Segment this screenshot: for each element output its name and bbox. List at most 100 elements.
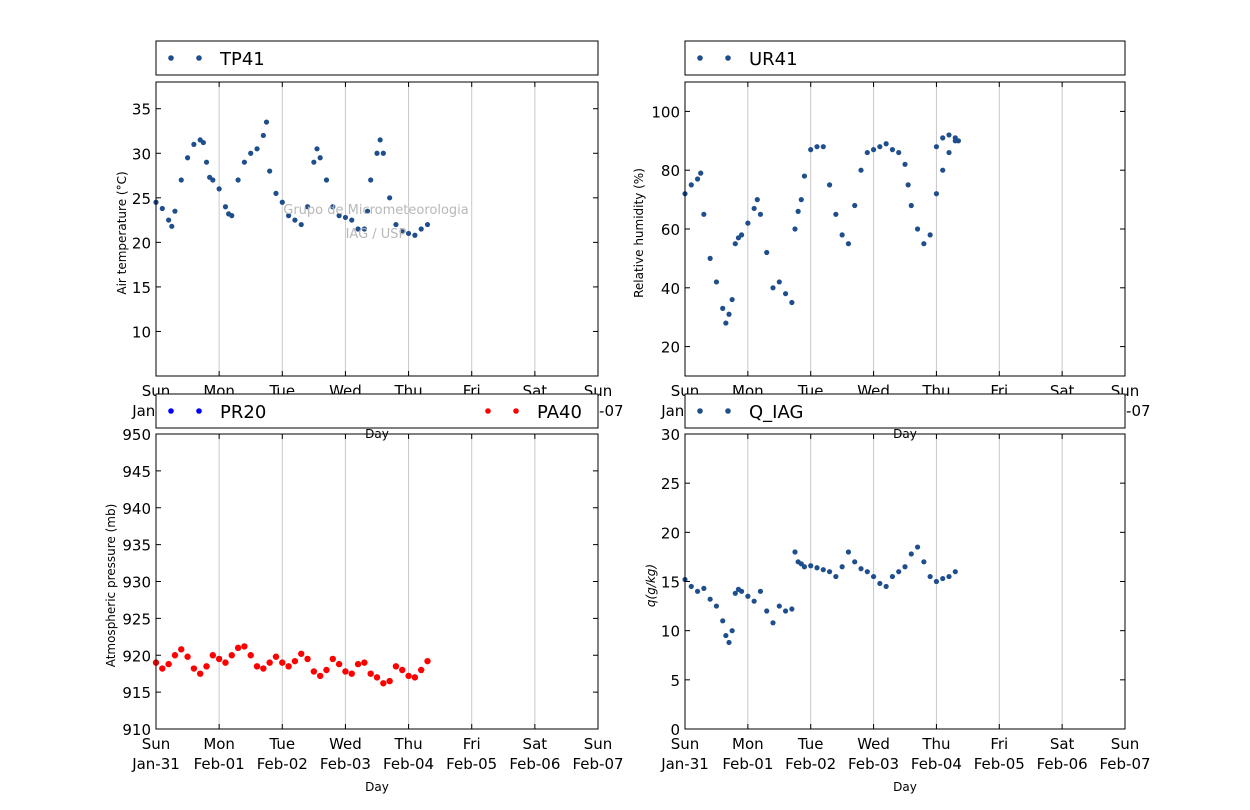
data-point [361, 226, 367, 232]
data-point [782, 608, 789, 614]
x-tick-label-day: Sat [1050, 735, 1075, 753]
legend-marker [168, 55, 174, 61]
legend: PR20 PA40 [155, 393, 599, 429]
data-point [273, 190, 279, 196]
legend-label: Q_IAG [749, 402, 803, 423]
data-point [247, 652, 254, 659]
y-tick-label: 950 [122, 426, 151, 444]
chart-panel-4: 0 5 10 15 20 25 30 Sun Jan-31 Mon Feb-01 Tue Feb-02 W… [644, 426, 1151, 794]
data-point [323, 177, 330, 183]
data-point [311, 159, 317, 165]
data-point [336, 213, 342, 219]
data-point [764, 608, 770, 614]
legend-marker [697, 55, 703, 61]
data-point [184, 155, 191, 161]
x-tick-label-day: Sun [1111, 735, 1140, 753]
data-point [770, 620, 776, 626]
data-point [732, 590, 738, 596]
data-point [757, 588, 764, 594]
data-point [877, 580, 883, 587]
data-point [418, 226, 424, 232]
x-tick-label-day: Sat [523, 735, 548, 753]
x-tick-label-date: Feb-03 [848, 755, 899, 773]
data-point [279, 199, 285, 205]
x-tick-label-day: Wed [329, 735, 362, 753]
data-point [330, 204, 336, 210]
data-point [197, 670, 204, 677]
data-point [729, 296, 735, 303]
data-point [896, 149, 902, 156]
x-tick-label-day: Fri [463, 735, 481, 753]
data-point [955, 138, 962, 144]
y-tick-label: 25 [132, 190, 151, 208]
data-point [411, 674, 419, 681]
y-tick-label: 15 [661, 574, 680, 592]
data-point [272, 653, 280, 660]
data-point [178, 177, 184, 183]
y-tick-label: 10 [132, 323, 151, 341]
data-point [946, 149, 952, 156]
data-point [166, 217, 172, 223]
x-tick-label-day: Wed [857, 735, 890, 753]
y-tick-label: 30 [132, 145, 151, 163]
data-point [801, 173, 808, 179]
data-point [354, 660, 362, 668]
data-point [216, 186, 222, 192]
data-point [694, 176, 701, 182]
data-point [745, 593, 751, 599]
plot-frame [684, 433, 1126, 730]
x-tick-label-day: Sun [584, 735, 613, 753]
y-tick-label: 930 [122, 574, 151, 592]
data-point [292, 217, 298, 223]
data-point [169, 223, 175, 229]
data-point [253, 663, 261, 670]
watermark: Grupo de Micrometeorologia IAG / USP [283, 203, 469, 242]
x-tick-label-date: Jan-31 [660, 755, 709, 773]
data-point [877, 144, 883, 150]
data-point [908, 551, 914, 557]
data-point [335, 660, 343, 668]
data-point [946, 573, 952, 580]
legend-marker [725, 408, 731, 414]
series-PA40 [152, 643, 431, 687]
data-point [889, 573, 896, 580]
data-point [203, 159, 210, 165]
data-point [263, 119, 270, 125]
y-axis-label: q(g/kg) [644, 564, 658, 607]
y-tick-label: 910 [122, 721, 151, 739]
data-point [792, 549, 798, 555]
x-tick-label-date: Feb-02 [257, 755, 308, 773]
data-point [921, 241, 927, 247]
data-point [883, 141, 889, 147]
data-point [316, 672, 324, 680]
legend-marker [697, 408, 703, 414]
y-tick-label: 0 [670, 721, 680, 739]
chart-panel-3: 910 915 920 925 930 935 940 945 950 Sun Jan-31 Mon F… [104, 426, 624, 794]
data-point [304, 204, 311, 210]
legend-marker [513, 408, 519, 414]
data-point [905, 182, 911, 188]
data-point [342, 668, 349, 675]
data-point [745, 220, 751, 226]
data-point [412, 232, 418, 238]
x-tick-label-date: Feb-06 [509, 755, 560, 773]
data-point [729, 628, 735, 634]
data-point [707, 596, 713, 602]
x-tick-label-date: Feb-06 [1037, 755, 1088, 773]
data-point [814, 565, 820, 571]
data-point [298, 221, 304, 228]
x-tick-label-date: Feb-05 [446, 755, 497, 773]
data-point [789, 299, 795, 306]
data-point [858, 167, 864, 173]
plot-frame [684, 81, 1126, 377]
data-point [190, 665, 198, 672]
data-point [839, 232, 845, 238]
data-point [940, 135, 946, 141]
data-point [260, 665, 267, 672]
data-point [820, 144, 826, 150]
data-point [927, 573, 933, 580]
data-point [380, 680, 387, 687]
data-point [738, 232, 745, 238]
data-point [726, 639, 732, 646]
data-point [852, 202, 858, 209]
